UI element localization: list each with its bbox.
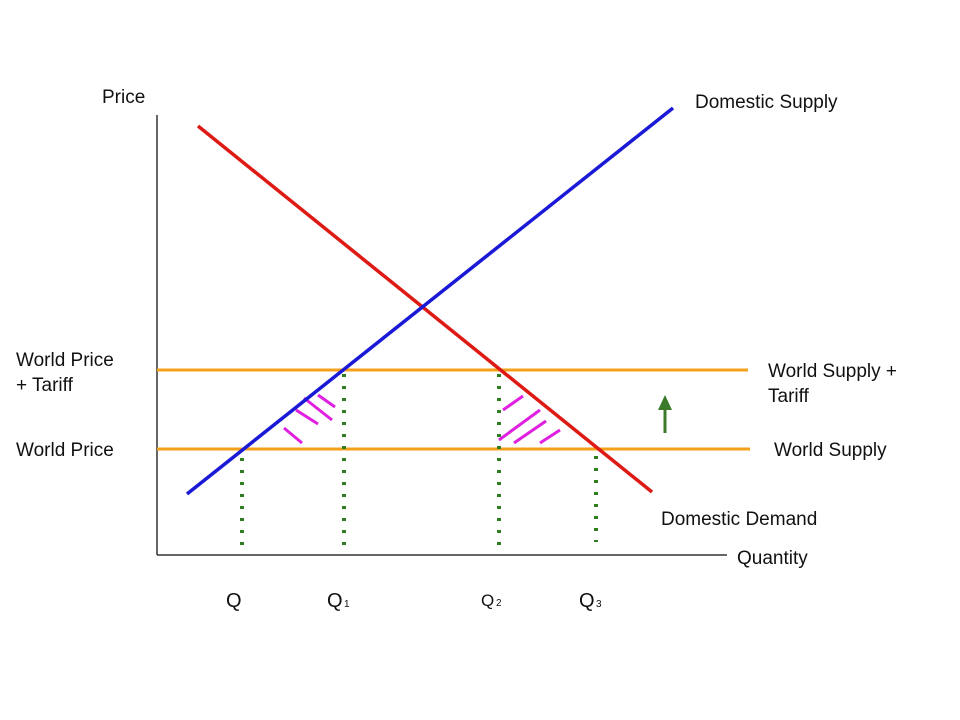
deadweight-hatch-right — [498, 394, 561, 445]
deadweight-hatch-left — [283, 393, 336, 445]
world-price-tariff-label-2: + Tariff — [16, 375, 74, 396]
q3-label-main: Q — [579, 590, 595, 612]
arrow-up-icon — [658, 395, 672, 433]
q2-label: Q 2 — [481, 591, 502, 610]
q2-label-main: Q — [481, 591, 494, 610]
world-supply-tariff-label-1: World Supply + — [768, 361, 897, 382]
domestic-supply-curve — [185, 106, 675, 496]
q2-label-sub: 2 — [496, 598, 502, 609]
q3-label: Q 3 — [579, 590, 602, 612]
q1-label-sub: 1 — [344, 599, 350, 610]
domestic-demand-label: Domestic Demand — [661, 509, 817, 530]
y-axis-label: Price — [102, 87, 145, 108]
q-label: Q — [226, 590, 242, 612]
domestic-demand-curve — [196, 124, 654, 494]
q3-label-sub: 3 — [596, 599, 602, 610]
world-price-label: World Price — [16, 440, 114, 461]
world-price-tariff-label-1: World Price — [16, 350, 114, 371]
q1-label-main: Q — [327, 590, 343, 612]
world-supply-label: World Supply — [774, 440, 887, 461]
world-supply-tariff-label-2: Tariff — [768, 386, 810, 407]
domestic-supply-label: Domestic Supply — [695, 92, 838, 113]
x-axis-label: Quantity — [737, 548, 808, 569]
q1-label: Q 1 — [327, 590, 350, 612]
